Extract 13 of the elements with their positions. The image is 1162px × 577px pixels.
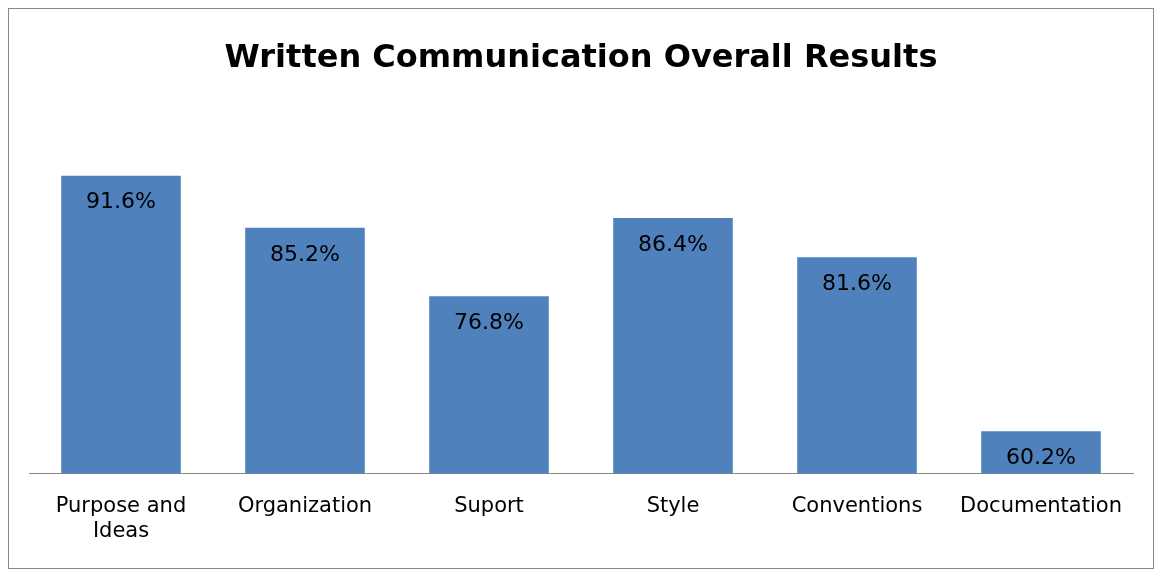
data-label: 85.2% [270,240,340,266]
x-tick-label: Style [646,492,700,517]
x-tick-label: Organization [237,492,373,517]
data-label: 60.2% [1006,444,1076,469]
x-tick-label: Suport [454,492,524,517]
data-label: 81.6% [822,269,892,295]
data-label: 86.4% [638,230,708,256]
x-tick-label: Purpose and Ideas [55,492,187,542]
data-label: 76.8% [454,308,524,334]
chart-title: Written Communication Overall Results [224,36,938,75]
x-tick-label: Conventions [791,492,923,517]
x-tick-label: Documentation [960,492,1122,517]
data-label: 91.6% [86,188,156,214]
